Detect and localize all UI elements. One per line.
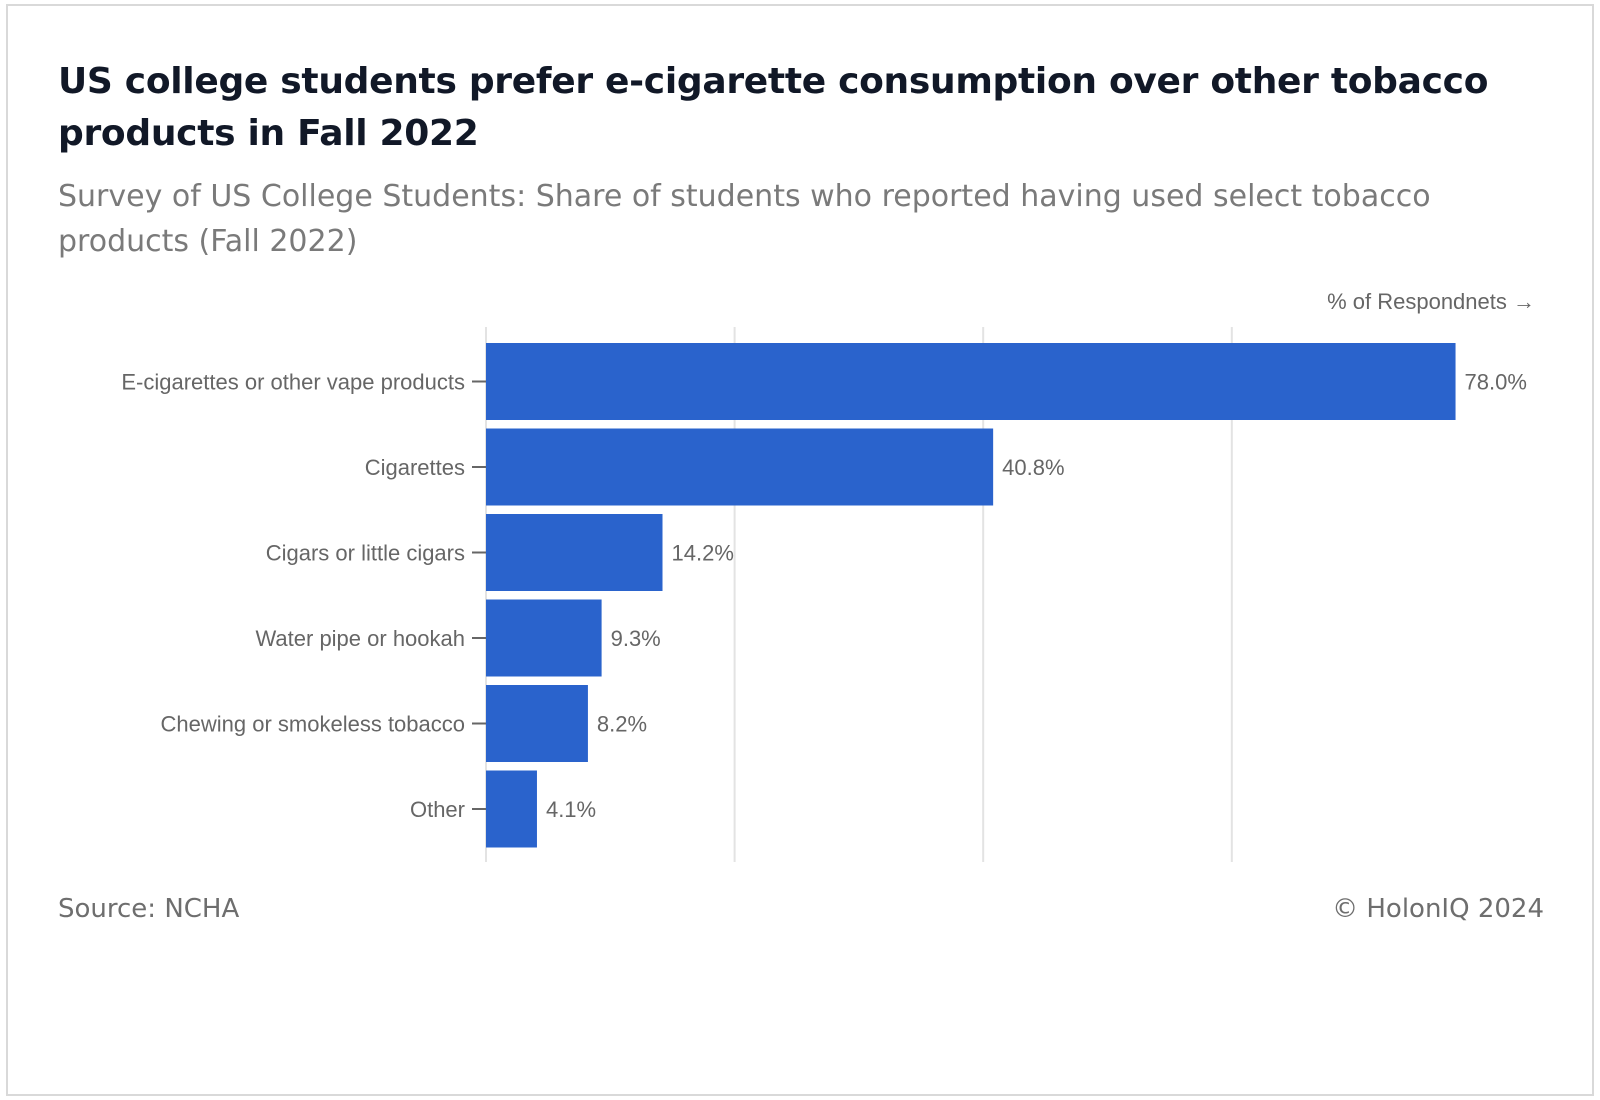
value-label-5: 4.1% [546,797,596,822]
chart-title: US college students prefer e-cigarette c… [58,61,1489,154]
copyright-note: © HolonIQ 2024 [1332,894,1544,924]
category-label-0: E-cigarettes or other vape products [121,370,465,395]
bar-2 [486,514,663,591]
value-label-2: 14.2% [672,541,734,566]
value-label-1: 40.8% [1002,455,1064,480]
bar-1 [486,428,994,506]
labels: E-cigarettes or other vape products 78.0%… [121,370,1527,823]
value-label-3: 9.3% [611,626,661,651]
bar-4 [486,685,588,762]
category-label-3: Water pipe or hookah [255,626,465,651]
bars [486,343,1456,848]
bar-3 [486,599,602,677]
bar-5 [486,770,537,848]
category-label-2: Cigars or little cigars [266,541,465,566]
chart-card [6,4,1594,1096]
category-label-4: Chewing or smokeless tobacco [161,712,465,737]
bar-0 [486,343,1456,420]
category-label-5: Other [410,797,465,822]
source-note: Source: NCHA [58,894,240,924]
chart-subtitle: Survey of US College Students: Share of … [58,179,1431,259]
category-label-1: Cigarettes [365,455,465,480]
value-label-0: 78.0% [1465,370,1527,395]
value-label-4: 8.2% [597,712,647,737]
bar-chart: E-cigarettes or other vape products 78.0%… [121,289,1535,862]
x-axis-title: % of Respondnets → [1327,289,1535,314]
